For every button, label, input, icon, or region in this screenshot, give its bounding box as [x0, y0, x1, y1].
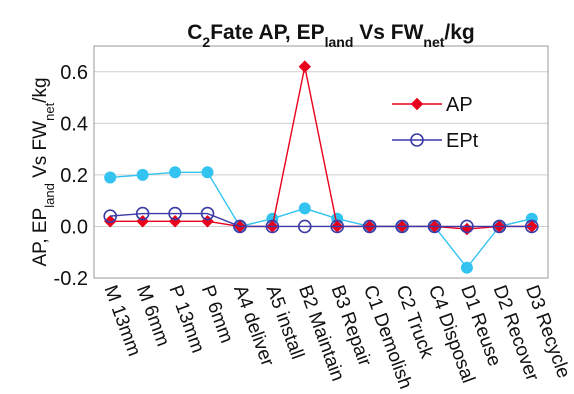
legend-label: AP — [446, 94, 473, 116]
legend-item-ap: AP — [392, 94, 473, 116]
grid-lines — [94, 71, 548, 279]
data-point — [135, 206, 150, 221]
data-point — [298, 202, 311, 215]
data-point — [297, 219, 312, 234]
data-point — [410, 97, 424, 111]
legend-item-ept: EPt — [392, 130, 479, 152]
data-point — [362, 219, 377, 234]
data-point — [104, 171, 117, 184]
data-point — [201, 166, 214, 179]
data-point — [460, 219, 474, 234]
data-point — [330, 219, 345, 234]
data-point — [169, 166, 182, 179]
y-tick-label: 0.4 — [60, 113, 88, 135]
y-tick-label: 0.0 — [60, 216, 88, 238]
legend: AP EPt — [392, 94, 479, 152]
data-point — [200, 206, 215, 221]
legend-label: EPt — [446, 130, 479, 152]
plot-area-border — [93, 45, 549, 279]
data-point — [427, 219, 442, 234]
data-point — [492, 219, 507, 234]
data-point — [265, 219, 280, 234]
y-tick-label: 0.2 — [60, 165, 88, 187]
data-point — [103, 209, 118, 223]
data-point — [136, 168, 149, 181]
plot-frame — [93, 45, 549, 279]
y-axis-label: AP, EPland Vs FWnet/kg — [30, 77, 57, 266]
series-layer — [103, 60, 539, 274]
data-point — [168, 206, 182, 221]
data-point — [410, 133, 424, 147]
data-point — [233, 219, 247, 234]
y-tick-label: -0.2 — [54, 268, 88, 290]
y-tick-label: 0.6 — [60, 62, 88, 84]
data-point — [460, 261, 473, 274]
data-point — [104, 215, 117, 228]
series-cyan-filled — [104, 166, 538, 274]
data-point — [395, 219, 409, 234]
data-point — [524, 219, 539, 234]
series-ept — [103, 206, 539, 234]
chart-title: C2Fate AP, EPland Vs FWnet/kg — [187, 21, 475, 50]
y-tick-labels: -0.2 0.0 0.2 0.4 0.6 — [54, 62, 88, 290]
data-point — [298, 60, 311, 73]
